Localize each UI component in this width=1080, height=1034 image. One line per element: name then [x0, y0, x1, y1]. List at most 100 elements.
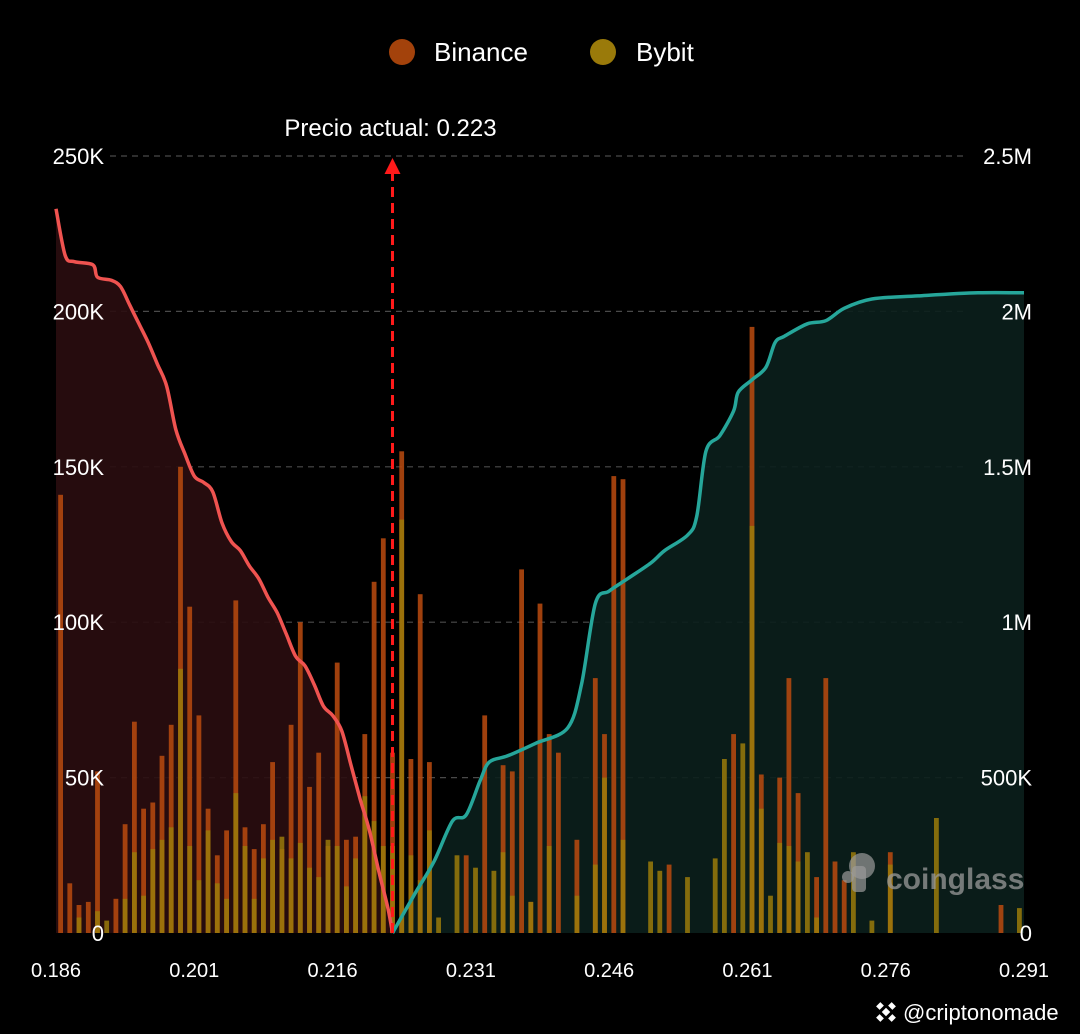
bar-bybit — [777, 842, 783, 933]
bar-bybit — [316, 877, 322, 933]
bar-bybit — [417, 880, 423, 933]
x-tick-label: 0.246 — [584, 960, 634, 982]
cumulative-area-short — [56, 156, 393, 933]
bar-bybit — [325, 839, 331, 933]
bar-bybit — [491, 870, 497, 933]
bar-binance — [998, 905, 1004, 933]
bar-binance — [592, 678, 598, 933]
bar-binance — [417, 594, 423, 933]
current-price-label: Precio actual: 0.223 — [284, 115, 496, 142]
bar-bybit — [251, 898, 257, 933]
bar-binance — [500, 765, 506, 933]
bar-bybit — [602, 777, 607, 933]
bar-bybit — [279, 836, 285, 933]
legend-label-binance: Binance — [434, 37, 528, 67]
bar-bybit — [270, 839, 275, 933]
bar-bybit — [353, 858, 358, 933]
legend: Binance Bybit — [389, 37, 695, 67]
bar-bybit — [196, 880, 202, 933]
bar-bybit — [76, 917, 82, 933]
bar-binance — [463, 855, 469, 933]
bar-bybit — [795, 861, 801, 933]
bar-binance — [390, 752, 395, 933]
y-right-tick-label: 1.5M — [983, 455, 1032, 480]
bar-binance — [620, 479, 626, 933]
bar-bybit — [887, 864, 893, 933]
watermark-text: coinglass — [886, 863, 1024, 896]
bar-bybit — [159, 839, 165, 933]
bar-binance — [307, 786, 312, 933]
bar-bybit — [749, 525, 755, 933]
y-axis-left: 0 50K 100K 150K 200K 250K — [53, 144, 105, 946]
bar-binance — [371, 581, 377, 933]
bar-bybit — [657, 870, 663, 933]
bar-bybit — [205, 830, 211, 933]
credit-text: @criptonomade — [903, 1000, 1059, 1025]
credit: @criptonomade — [876, 1000, 1059, 1025]
bar-bybit — [288, 858, 294, 933]
y-right-tick-label: 2M — [1001, 299, 1032, 324]
bar-binance — [95, 771, 100, 933]
current-price-arrow — [384, 158, 401, 174]
bar-bybit — [620, 839, 626, 933]
bar-bybit — [500, 852, 506, 933]
bar-binance — [251, 849, 257, 933]
bar-bybit — [758, 808, 764, 933]
bar-bybit — [390, 846, 395, 933]
legend-item-bybit[interactable]: Bybit — [590, 37, 695, 67]
bar-binance — [832, 861, 838, 933]
bar-binance — [187, 606, 193, 933]
bar-binance — [67, 883, 73, 933]
bar-bybit — [509, 895, 515, 933]
current-price-marker: Precio actual: 0.223 — [284, 115, 497, 933]
bar-bybit — [814, 917, 819, 933]
bar-bybit — [722, 759, 727, 933]
bar-bybit — [104, 920, 110, 933]
bar-bybit — [436, 917, 441, 933]
y-right-tick-label: 500K — [981, 766, 1033, 791]
legend-label-bybit: Bybit — [636, 37, 695, 67]
coinglass-logo-icon — [842, 853, 875, 892]
cumulative-line-short — [54, 208, 395, 934]
bar-bybit — [122, 898, 128, 933]
bybit-bars — [76, 519, 1022, 933]
bar-bybit — [178, 668, 183, 933]
bar-bybit — [768, 895, 773, 933]
y-left-tick-label: 150K — [53, 455, 105, 480]
bar-binance — [297, 622, 303, 933]
bar-bybit — [132, 852, 137, 933]
bar-bybit — [334, 846, 340, 933]
bar-bybit — [869, 920, 875, 933]
y-axis-right: 0 500K 1M 1.5M 2M 2.5M — [981, 144, 1033, 946]
bar-bybit — [399, 519, 405, 933]
bar-binance — [823, 678, 829, 933]
y-left-tick-label: 0 — [92, 921, 104, 946]
bar-bybit — [851, 852, 856, 933]
coinglass-watermark: coinglass — [842, 853, 1024, 896]
x-tick-label: 0.216 — [308, 960, 358, 982]
y-left-tick-label: 200K — [53, 299, 105, 324]
bar-bybit — [168, 827, 174, 933]
binance-logo-icon — [876, 1002, 896, 1022]
bar-binance — [666, 864, 672, 933]
bar-binance — [731, 734, 736, 933]
bar-binance — [814, 877, 819, 933]
bar-bybit — [344, 886, 349, 933]
bar-binance — [122, 824, 128, 933]
bar-bybit — [371, 821, 377, 933]
bar-bybit — [1017, 908, 1022, 933]
bar-binance — [786, 678, 792, 933]
bar-bybit — [224, 898, 229, 933]
bar-binance — [334, 662, 340, 933]
bar-binance — [556, 752, 561, 933]
bar-bybit — [233, 793, 239, 933]
y-left-tick-label: 100K — [53, 610, 105, 635]
bar-bybit — [187, 846, 193, 933]
x-tick-label: 0.186 — [31, 960, 81, 982]
legend-item-binance[interactable]: Binance — [389, 37, 528, 67]
bar-bybit — [546, 846, 552, 933]
bar-bybit — [214, 883, 220, 933]
bar-bybit — [473, 867, 478, 933]
bar-binance — [482, 715, 488, 933]
